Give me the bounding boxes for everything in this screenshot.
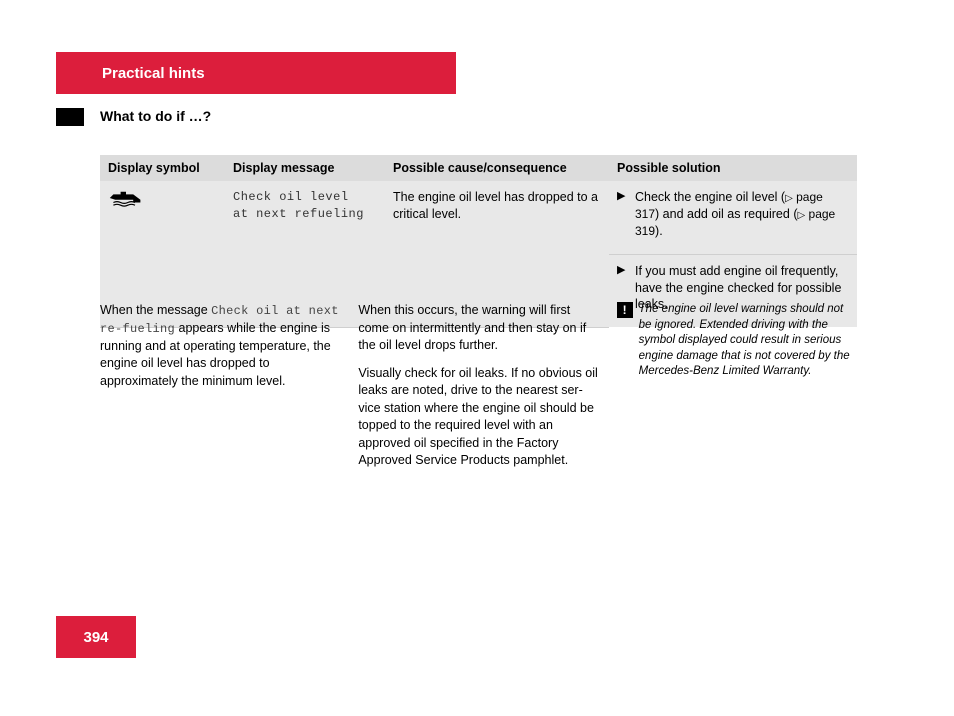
body-column-3: ! The engine oil level warnings should n… — [617, 302, 857, 480]
warning-text: The engine oil level warnings should not… — [639, 302, 857, 380]
cell-solution: ▶ Check the engine oil level (▷ page 317… — [609, 181, 857, 254]
body-column-2: When this occurs, the warning will first… — [358, 302, 598, 480]
paragraph: Visually check for oil leaks. If no obvi… — [358, 365, 598, 470]
solution-text: Check the engine oil level (▷ page 317) … — [635, 189, 849, 240]
warning-note: ! The engine oil level warnings should n… — [617, 302, 857, 380]
solution-item: ▶ Check the engine oil level (▷ page 317… — [617, 189, 849, 240]
table-row: Check oil level at next refueling The en… — [100, 181, 857, 254]
col-header-cause: Possible cause/consequence — [385, 155, 609, 181]
paragraph: When this occurs, the warning will first… — [358, 302, 598, 355]
oil-can-icon — [108, 189, 144, 207]
section-subtitle: What to do if …? — [100, 108, 211, 124]
message-line: at next refueling — [233, 206, 377, 223]
body-columns: When the message Check oil at next re-fu… — [100, 302, 857, 480]
message-line: Check oil level — [233, 189, 377, 206]
section-tab-marker — [56, 108, 84, 126]
col-header-solution: Possible solution — [609, 155, 857, 181]
warning-icon: ! — [617, 302, 633, 318]
page-ref-icon: ▷ — [785, 192, 793, 206]
body-column-1: When the message Check oil at next re-fu… — [100, 302, 340, 480]
chapter-title: Practical hints — [102, 65, 205, 82]
chapter-header: Practical hints — [56, 52, 456, 94]
page-number: 394 — [56, 616, 136, 658]
paragraph: When the message Check oil at next re-fu… — [100, 302, 340, 390]
table-header-row: Display symbol Display message Possible … — [100, 155, 857, 181]
col-header-message: Display message — [225, 155, 385, 181]
col-header-symbol: Display symbol — [100, 155, 225, 181]
bullet-arrow-icon: ▶ — [617, 189, 629, 240]
